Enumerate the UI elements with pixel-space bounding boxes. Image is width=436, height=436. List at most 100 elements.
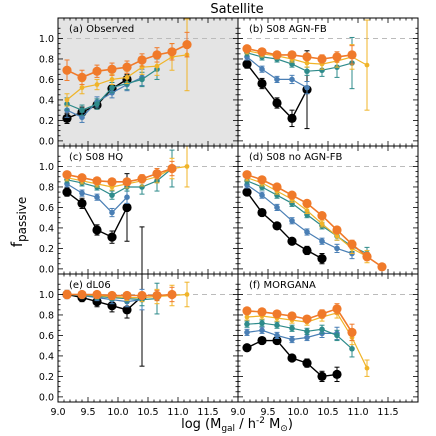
data-point [259,192,265,198]
data-point [334,332,340,339]
y-axis-label-sub: passive [15,197,29,242]
y-tick-label: 0.2 [39,244,54,255]
data-point [107,290,117,301]
series-orange [242,44,357,65]
data-point [152,169,162,179]
data-point [289,217,295,224]
data-point [137,174,147,184]
data-point [242,170,252,180]
data-point [319,238,325,245]
data-point [107,232,117,242]
data-point [62,113,72,123]
y-tick-label: 0.0 [39,264,54,275]
data-point [304,68,310,75]
x-tick-label: 9.0 [230,407,245,418]
data-point [62,187,72,197]
y-tick-label: 1.0 [39,290,54,301]
data-point [332,369,342,379]
data-point [334,245,340,252]
data-point [259,327,265,334]
y-tick-label: 0.0 [39,136,54,147]
data-point [107,64,117,74]
x-axis-label-sub-gal: gal [221,424,235,434]
data-point [319,221,325,227]
data-point [139,76,145,83]
data-point [167,47,177,57]
data-point [257,47,267,57]
data-point [122,305,132,315]
series-orange [242,303,357,342]
data-point [377,262,387,272]
data-point [257,175,267,185]
data-point [304,208,310,213]
data-point [304,328,310,335]
data-point [304,334,310,341]
data-point [317,371,327,381]
data-point [289,76,295,83]
data-point [242,59,252,69]
data-point [274,204,280,211]
series-line [246,63,308,120]
data-point [92,225,102,235]
data-point [62,65,72,75]
data-point [244,329,250,336]
data-point [122,202,132,213]
data-point [242,187,252,197]
data-point [289,336,295,343]
data-point [122,290,132,301]
data-point [302,198,312,208]
x-axis-label-sun: ⊙ [280,424,288,434]
data-point [272,309,282,319]
data-point [302,358,312,368]
series-orange [62,286,177,303]
data-point [94,82,100,87]
data-point [152,50,162,60]
data-point [332,52,342,62]
data-point [319,326,325,333]
data-point [289,61,295,67]
y-tick-label: 1.0 [39,34,54,45]
data-point [272,98,282,108]
y-tick-label: 1.0 [39,162,54,173]
data-point [77,289,87,300]
y-tick-label: 0.2 [39,372,54,383]
data-point [304,84,310,91]
data-point [287,353,297,363]
data-point [94,194,100,200]
data-point [109,209,115,216]
data-point [287,190,297,200]
panel-label: (d) S08 no AGN-FB [249,152,342,163]
data-point [317,309,327,319]
series-orange [62,31,192,86]
data-point [349,345,355,352]
data-point [79,85,85,91]
data-point [272,221,282,231]
series-orange [62,160,177,187]
data-point [362,251,372,262]
data-point [304,60,310,66]
figure-title: Satellite [210,2,263,17]
data-point [317,254,327,264]
data-point [244,321,250,327]
data-point [302,52,312,62]
data-point [317,54,327,64]
y-tick-label: 0.2 [39,116,54,127]
data-point [152,290,162,301]
x-tick-label: 9.0 [50,407,65,418]
data-point [364,62,370,68]
data-point [124,74,130,80]
data-point [167,289,177,300]
data-point [92,289,102,300]
series-orange [242,170,387,272]
panel-label: (c) S08 HQ [69,152,123,163]
panel-1: 0.0 0.2 0.4 0.6 0.8 1.0 (a) Observed [39,17,239,147]
data-point [79,190,85,196]
data-point [272,50,282,60]
data-point [122,62,132,72]
data-point [184,164,190,169]
data-point [64,97,70,103]
x-tick-label: 10.0 [287,407,308,418]
data-point [77,173,87,183]
data-point [257,307,267,317]
